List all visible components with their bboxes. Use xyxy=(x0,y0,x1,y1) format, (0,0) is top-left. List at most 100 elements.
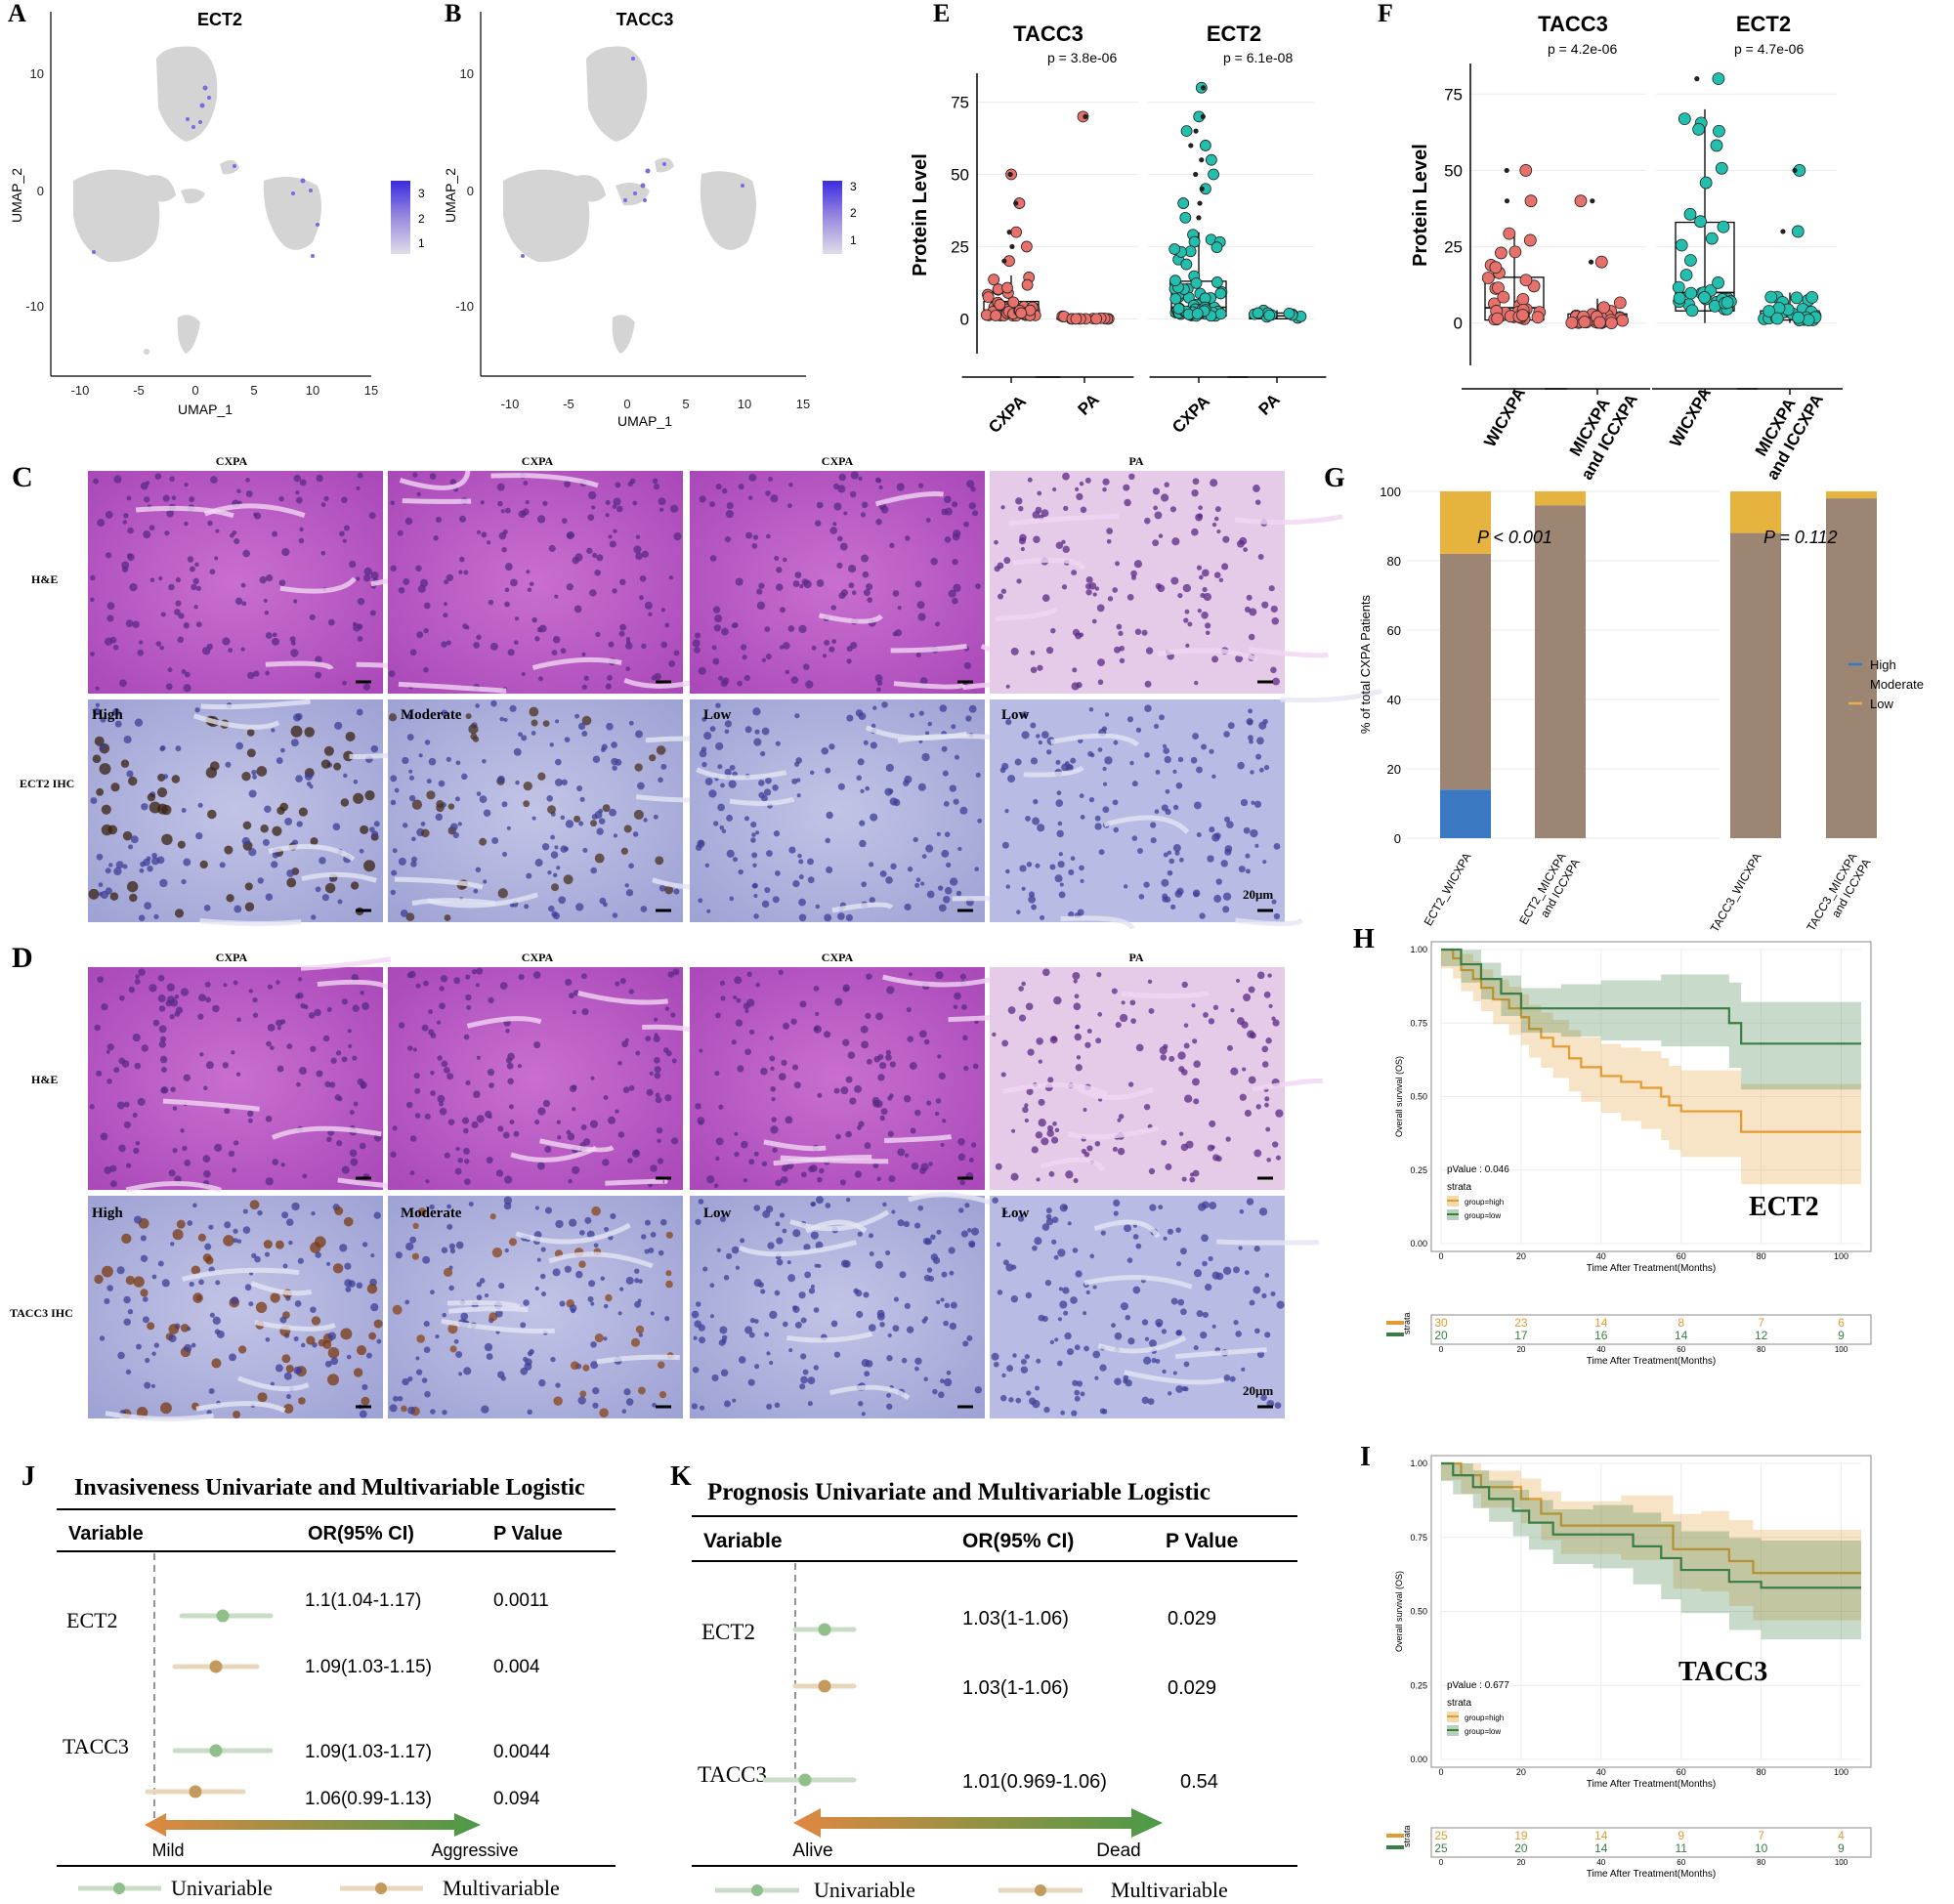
data-point xyxy=(988,274,1000,286)
data-point xyxy=(1180,258,1193,271)
variable-label: ECT2 xyxy=(701,1620,755,1644)
confidence-band xyxy=(1441,1463,1861,1650)
ihc-stain-image xyxy=(990,699,1285,922)
y-axis-label: Overall survival (OS) xyxy=(1394,1056,1404,1137)
grade-label: Low xyxy=(1001,707,1030,723)
risk-x-label: Time After Treatment(Months) xyxy=(1587,1356,1716,1367)
svg-text:5: 5 xyxy=(682,397,689,411)
p-value: p = 4.2e-06 xyxy=(1548,41,1617,57)
bar-low xyxy=(1535,491,1586,506)
data-point xyxy=(1015,307,1028,319)
outlier-marker xyxy=(1007,171,1013,178)
data-point xyxy=(1790,291,1804,305)
grade-label: Low xyxy=(703,1206,732,1221)
risk-count-low: 12 xyxy=(1755,1329,1768,1342)
umap-expressing-cells xyxy=(92,85,319,258)
data-point xyxy=(1684,286,1698,300)
legend-label: group=low xyxy=(1465,1211,1501,1220)
data-point xyxy=(1172,303,1185,315)
legend-label: group=high xyxy=(1465,1714,1504,1722)
svg-text:CXPA: CXPA xyxy=(522,951,554,964)
column-header: P Value xyxy=(1166,1530,1238,1552)
legend-label: High xyxy=(1870,657,1896,672)
direction-arrow xyxy=(145,1813,481,1837)
panel-letter: F xyxy=(1378,0,1393,27)
panel-title: ECT2 xyxy=(197,10,242,29)
confidence-band xyxy=(1441,950,1861,1102)
risk-x-tick: 80 xyxy=(1757,1345,1765,1354)
outlier-point xyxy=(1179,211,1192,224)
grade-label: High xyxy=(92,707,123,723)
data-point xyxy=(1169,293,1182,305)
data-point xyxy=(1508,245,1522,259)
x-axis-label: UMAP_1 xyxy=(178,402,233,417)
risk-x-tick: 40 xyxy=(1596,1345,1605,1354)
data-point xyxy=(1717,220,1730,233)
data-point xyxy=(1169,275,1181,287)
risk-count-low: 25 xyxy=(1434,1841,1448,1855)
svg-text:0: 0 xyxy=(467,184,474,198)
data-point xyxy=(1578,316,1592,328)
risk-count-high: 7 xyxy=(1758,1829,1764,1842)
x-tick-label: 20 xyxy=(1516,1251,1526,1261)
legend-label: Moderate xyxy=(1870,677,1924,692)
risk-count-low: 14 xyxy=(1675,1329,1688,1342)
svg-text:3: 3 xyxy=(850,180,857,193)
x-tick-label: 20 xyxy=(1516,1767,1526,1777)
y-tick-label: 25 xyxy=(951,237,969,256)
data-point xyxy=(1531,311,1545,324)
survival-curve xyxy=(1441,948,1861,1133)
x-tick-label: WICXPA xyxy=(1666,385,1715,450)
gene-label: TACC3 xyxy=(1678,1657,1767,1687)
data-point xyxy=(1683,207,1697,221)
scale-bar-label: 20μm xyxy=(1243,887,1273,902)
p-annotation: P < 0.001 xyxy=(1477,528,1552,547)
risk-x-tick: 20 xyxy=(1516,1345,1525,1354)
grade-label: Moderate xyxy=(401,707,462,723)
outlier-marker xyxy=(1196,215,1202,221)
outlier-marker xyxy=(1504,198,1510,204)
or-point xyxy=(818,1679,831,1693)
risk-count-high: 30 xyxy=(1434,1316,1448,1330)
or-value: 1.01(0.969-1.06) xyxy=(962,1771,1107,1793)
y-tick-label: 80 xyxy=(1387,554,1401,569)
data-point xyxy=(1190,277,1203,289)
svg-text:5: 5 xyxy=(250,383,257,398)
row-label: H&E xyxy=(31,572,58,586)
or-point xyxy=(209,1660,223,1673)
outlier-point xyxy=(1574,194,1588,208)
row-label: ECT2 IHC xyxy=(20,777,74,790)
outlier-marker xyxy=(1200,113,1206,119)
data-point xyxy=(1705,232,1719,245)
y-axis-label: Protein Level xyxy=(910,153,931,276)
svg-text:0: 0 xyxy=(623,397,630,411)
or-value: 1.09(1.03-1.15) xyxy=(305,1657,432,1677)
risk-x-tick: 0 xyxy=(1439,1345,1444,1354)
row-label: TACC3 IHC xyxy=(10,1306,73,1320)
legend-univariable: Univariable xyxy=(814,1878,915,1902)
data-point xyxy=(1503,227,1516,240)
data-point xyxy=(1694,215,1707,229)
p-value: 0.0011 xyxy=(493,1590,549,1611)
outlier-marker xyxy=(1006,230,1012,235)
variable-label: ECT2 xyxy=(66,1608,118,1632)
risk-count-low: 9 xyxy=(1838,1841,1845,1855)
risk-x-tick: 80 xyxy=(1757,1858,1765,1867)
variable-label: TACC3 xyxy=(698,1762,767,1787)
panel-e: E TACC3 ECT2 p = 3.8e-06 p = 6.1e-08 Pro… xyxy=(910,0,1327,437)
risk-x-tick: 60 xyxy=(1677,1858,1685,1867)
grade-label: High xyxy=(92,1206,123,1221)
data-point xyxy=(1211,241,1223,254)
panel-letter: B xyxy=(445,0,461,27)
arrow-left-label: Mild xyxy=(151,1841,184,1860)
risk-x-tick: 20 xyxy=(1516,1858,1525,1867)
data-point xyxy=(1070,313,1083,325)
scale-bar-label: 20μm xyxy=(1243,1383,1273,1398)
data-point xyxy=(1792,311,1805,324)
or-point xyxy=(189,1785,202,1798)
panel-letter: I xyxy=(1360,1442,1371,1472)
svg-text:15: 15 xyxy=(796,397,810,411)
